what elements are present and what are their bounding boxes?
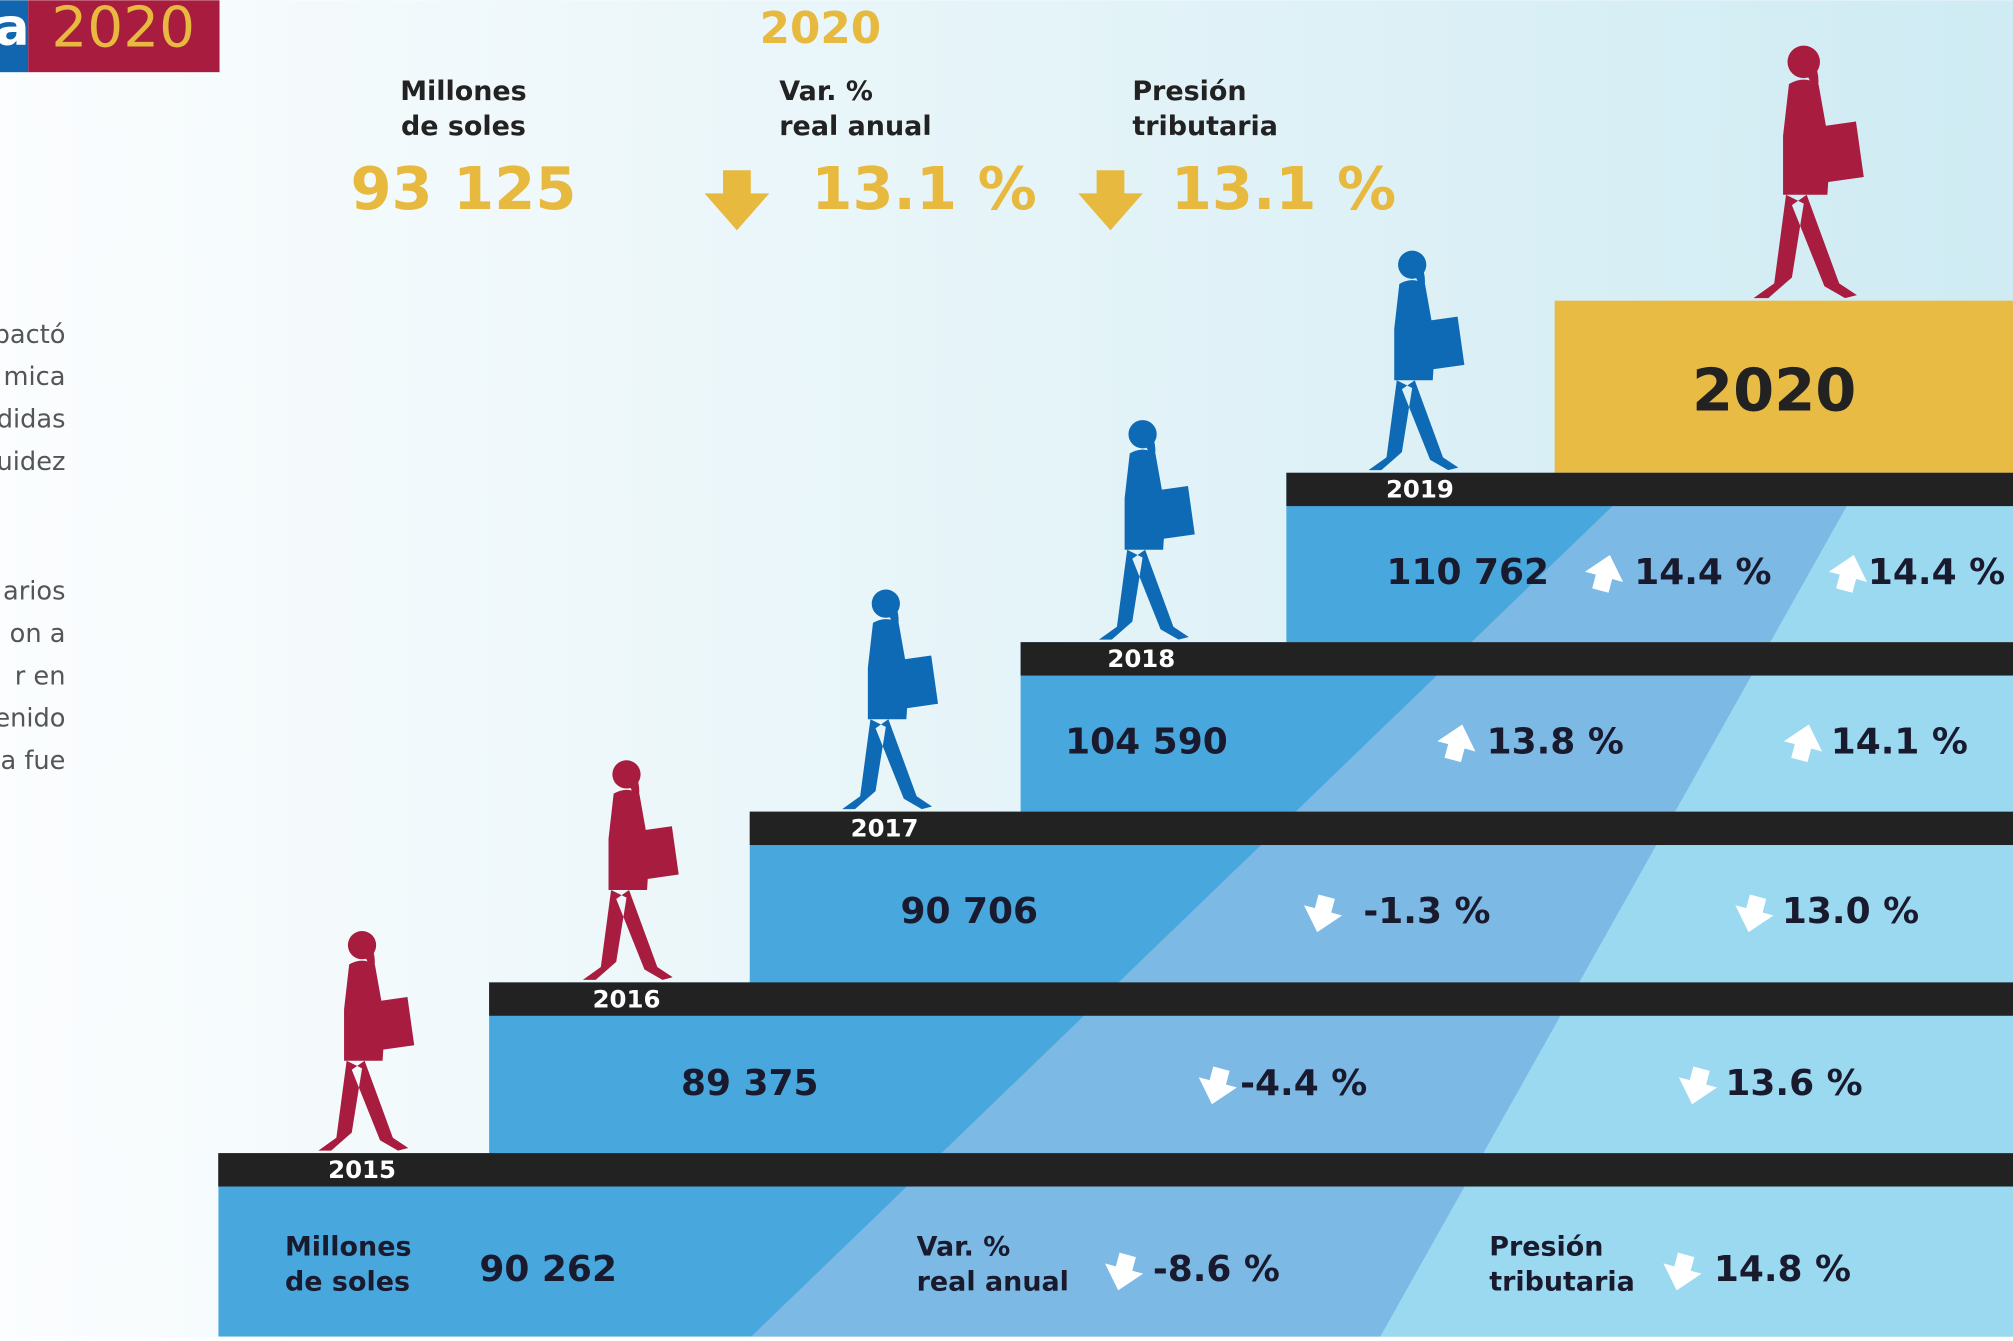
body-text: pactó xyxy=(0,320,65,350)
body-text: arios xyxy=(3,577,65,607)
step-pressure: 14.8 % xyxy=(1714,1249,1851,1290)
summary-year: 2020 xyxy=(760,3,881,54)
step-bar xyxy=(489,982,2013,1016)
body-text: a fue xyxy=(1,746,66,776)
row-label: de soles xyxy=(285,1266,410,1297)
body-text: didas xyxy=(0,405,65,435)
step-amount: 89 375 xyxy=(681,1063,819,1104)
step-variation: -4.4 % xyxy=(1240,1063,1367,1104)
body-text: enido xyxy=(0,704,65,734)
row-label: Var. % xyxy=(917,1232,1011,1263)
top-step xyxy=(1554,300,2013,473)
body-text: uidez xyxy=(0,447,65,477)
step-pressure: 14.4 % xyxy=(1868,552,2005,593)
summary-label: tributaria xyxy=(1132,111,1278,142)
body-text: mica xyxy=(4,362,66,392)
row-label: Millones xyxy=(285,1232,412,1263)
step-bar xyxy=(1286,472,2013,507)
summary-label: Presión xyxy=(1132,76,1246,107)
step-pressure: 14.1 % xyxy=(1831,722,1968,763)
step-bar xyxy=(1020,642,2013,676)
summary-value: 13.1 % xyxy=(811,154,1036,223)
step-year: 2016 xyxy=(593,984,661,1013)
step-bar xyxy=(749,811,2013,846)
top-step-label: 2020 xyxy=(1692,356,1856,425)
step-year: 2018 xyxy=(1107,644,1175,673)
summary-label: Var. % xyxy=(779,76,873,107)
summary-value: 93 125 xyxy=(350,154,576,223)
step-variation: -1.3 % xyxy=(1363,891,1490,932)
body-text: on a xyxy=(10,619,66,649)
header-year-box xyxy=(28,0,220,73)
step-year: 2019 xyxy=(1386,475,1454,504)
step-bar xyxy=(218,1153,2013,1187)
step-year: 2017 xyxy=(851,814,919,843)
step-pressure: 13.0 % xyxy=(1782,891,1919,932)
row-label: Presión xyxy=(1489,1232,1603,1263)
step-variation: 14.4 % xyxy=(1634,552,1771,593)
row-label: real anual xyxy=(917,1266,1069,1297)
row-label: tributaria xyxy=(1489,1266,1635,1297)
summary-value: 13.1 % xyxy=(1171,154,1396,223)
summary-label: Millones xyxy=(400,76,526,107)
summary-label: real anual xyxy=(779,111,931,142)
summary-label: de soles xyxy=(401,111,526,142)
step-amount: 90 706 xyxy=(900,891,1038,932)
step-amount: 104 590 xyxy=(1065,722,1228,763)
step-amount: 110 762 xyxy=(1387,552,1550,593)
step-variation: 13.8 % xyxy=(1487,722,1624,763)
step-amount: 90 262 xyxy=(479,1249,617,1290)
step-pressure: 13.6 % xyxy=(1725,1063,1862,1104)
step-variation: -8.6 % xyxy=(1153,1249,1280,1290)
header-fragment-box xyxy=(0,0,29,73)
header-year: 2020 xyxy=(51,0,195,61)
step-year: 2015 xyxy=(328,1155,396,1184)
body-text: r en xyxy=(15,661,66,691)
